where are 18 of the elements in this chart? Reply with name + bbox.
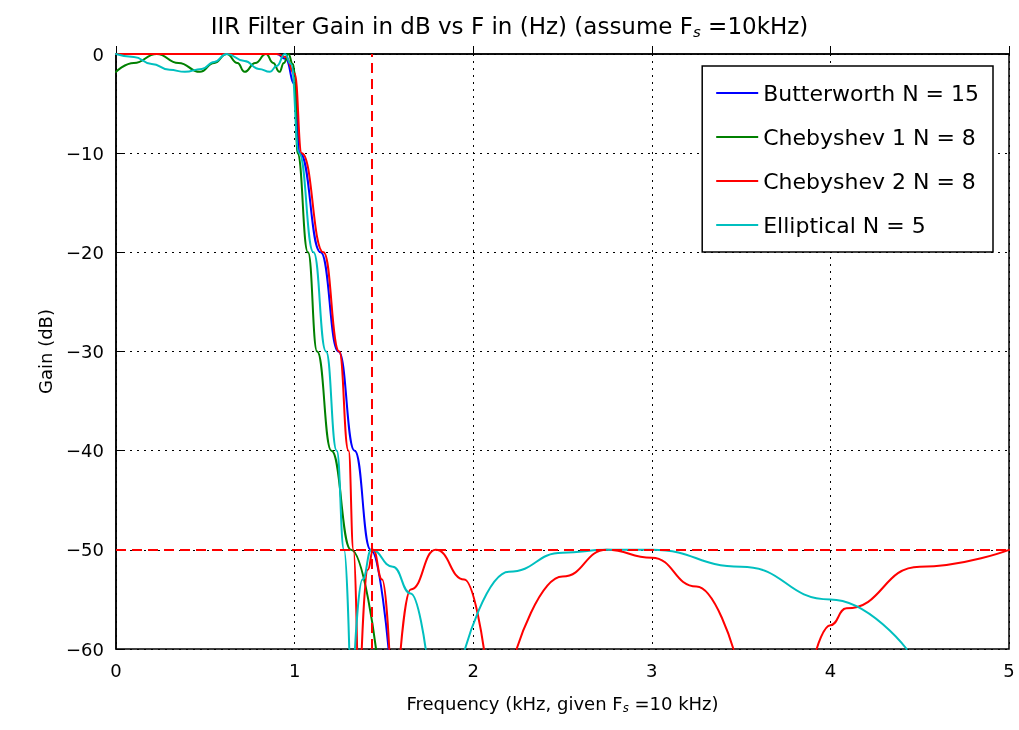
y-tick-label: −40 [66,440,104,462]
x-tick-label: 1 [288,659,301,681]
legend-label: Butterworth N = 15 [763,80,980,106]
x-tick-label: 0 [110,659,122,681]
x-tick-label: 3 [646,659,658,681]
y-tick-label: −50 [66,539,104,561]
legend-label: Elliptical N = 5 [763,212,926,238]
y-tick-label: −30 [66,341,104,362]
y-tick-label: −60 [66,638,104,660]
legend-label: Chebyshev 2 N = 8 [763,168,976,194]
y-tick-label: −10 [66,142,104,164]
legend-label: Chebyshev 1 N = 8 [763,124,976,150]
y-axis-title: Gain (dB) [34,309,56,394]
x-tick-label: 4 [824,659,837,681]
x-tick-label: 5 [1003,659,1015,681]
y-tick-label: 0 [92,43,104,65]
y-tick-label: −20 [66,241,104,263]
x-tick-label: 2 [467,659,479,681]
